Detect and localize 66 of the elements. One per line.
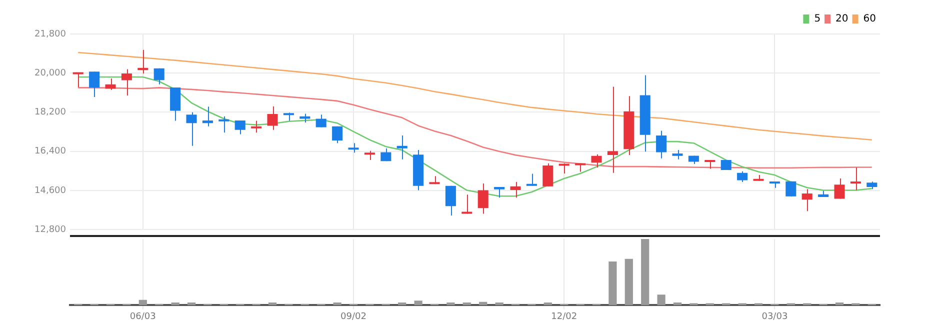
x-tick-label: 03/03 [762,312,788,322]
bar [138,300,147,306]
legend-label: 5 [814,14,821,25]
candlestick [138,49,148,74]
bar [624,258,633,306]
candlestick [170,86,181,122]
candlestick [834,178,845,200]
y-tick-label: 18,200 [34,108,66,118]
bar [398,302,406,306]
candlestick [445,185,456,216]
bar [333,302,342,306]
bar [268,302,277,306]
candlestick [154,68,164,85]
bar [479,302,488,306]
candlestick [462,194,472,214]
bar [446,302,455,306]
candlestick [380,148,392,162]
candlestick [396,134,408,160]
x-tick-label: 06/03 [130,312,156,322]
candlestick [218,116,230,133]
candlestick [786,180,796,197]
candlestick [478,183,488,214]
candlestick [542,162,554,187]
y-tick-label: 16,400 [34,146,66,157]
bar [641,239,650,306]
candlestick [332,126,343,144]
bar [495,302,504,306]
candlestick [591,154,602,168]
candlestick [316,114,326,128]
candlestick [186,112,197,146]
candlestick [526,173,537,186]
bar [657,294,666,306]
candlestick [510,182,521,198]
candlestick [121,68,132,96]
candlestick [72,72,84,88]
bar [462,302,471,306]
candlestick [850,166,861,191]
bar [835,302,844,306]
candlestick [348,142,359,154]
legend-label: 60 [863,14,876,25]
bar [414,300,422,306]
y-tick-label: 14,600 [34,186,66,196]
x-tick-label: 09/02 [340,312,366,322]
y-tick-label: 21,800 [34,29,66,40]
y-tick-label: 12,800 [34,224,66,235]
legend-label: 20 [836,14,848,25]
bar [608,262,617,306]
candlestick [364,150,375,161]
bar [187,302,196,306]
candlestick [202,106,213,127]
candlestick [234,120,246,135]
candlestick [494,186,505,198]
y-tick-label: 20,000 [34,68,66,78]
candlestick [251,120,262,133]
candlestick [105,78,116,90]
bar [171,302,180,306]
bar [544,302,552,306]
candlestick [737,170,748,183]
candlestick [802,188,812,212]
candlestick [607,86,618,174]
candlestick [656,130,667,159]
x-tick-label: 12/02 [551,312,578,322]
candlestick [672,150,683,160]
bar [673,302,682,306]
candlestick [267,106,278,130]
candlestick [89,71,100,98]
